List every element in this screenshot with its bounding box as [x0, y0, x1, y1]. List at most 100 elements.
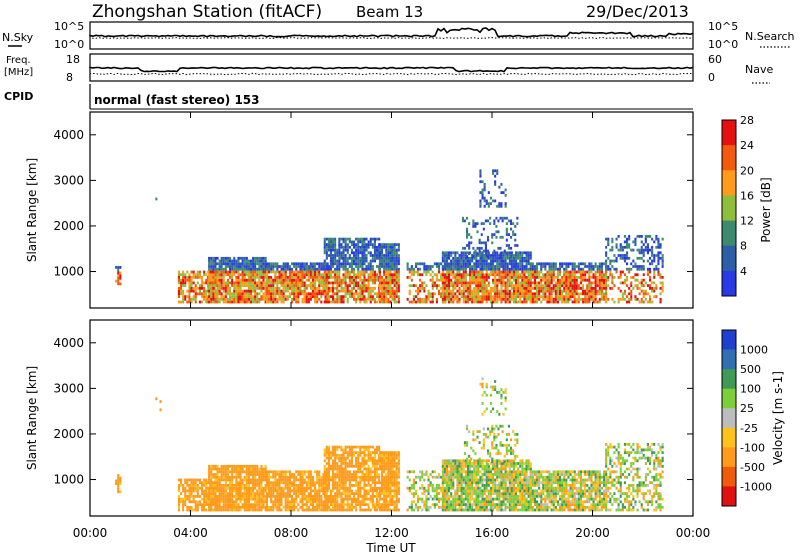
echo-cell: [226, 292, 229, 296]
echo-cell: [338, 251, 341, 255]
echo-cell: [498, 259, 501, 263]
echo-cell: [231, 500, 234, 504]
echo-cell: [274, 475, 277, 479]
echo-cell: [299, 470, 302, 474]
echo-cell: [460, 262, 463, 266]
echo-cell: [198, 300, 201, 304]
echo-cell: [252, 481, 255, 485]
colorbar-tick-label: 16: [740, 189, 754, 202]
echo-cell: [556, 287, 559, 290]
echo-cell: [250, 505, 253, 509]
echo-cell: [456, 251, 459, 255]
echo-cell: [208, 495, 211, 498]
echo-cell: [442, 295, 445, 298]
echo-cell: [282, 492, 285, 495]
echo-cell: [519, 284, 522, 287]
echo-cell: [336, 295, 339, 298]
echo-cell: [222, 278, 225, 282]
echo-cell: [371, 462, 374, 465]
echo-cell: [196, 292, 199, 296]
echo-cell: [235, 492, 238, 495]
echo-cell: [264, 292, 267, 296]
echo-cell: [184, 276, 187, 279]
echo-cell: [282, 295, 285, 298]
echo-cell: [324, 500, 327, 504]
echo-cell: [510, 281, 513, 285]
echo-cell: [621, 297, 624, 301]
echo-cell: [203, 503, 206, 506]
echo-cell: [260, 475, 263, 479]
echo-cell: [646, 248, 649, 252]
echo-cell: [423, 300, 426, 304]
echo-cell: [498, 276, 501, 279]
echo-cell: [278, 478, 281, 482]
echo-cell: [489, 300, 492, 304]
echo-cell: [533, 270, 536, 274]
echo-cell: [318, 470, 321, 474]
echo-cell: [262, 297, 265, 301]
echo-cell: [218, 495, 221, 498]
echo-cell: [481, 259, 484, 263]
echo-cell: [365, 478, 368, 482]
echo-cell: [340, 284, 343, 287]
echo-cell: [363, 492, 366, 495]
echo-cell: [512, 262, 515, 266]
echo-cell: [327, 459, 330, 463]
echo-cell: [419, 284, 422, 287]
echo-cell: [334, 270, 337, 274]
echo-cell: [363, 281, 366, 285]
echo-cell: [284, 475, 287, 479]
echo-cell: [456, 262, 459, 266]
echo-cell: [297, 281, 300, 285]
echo-cell: [594, 297, 597, 301]
echo-cell: [584, 273, 587, 277]
echo-cell: [220, 259, 223, 263]
echo-cell: [514, 244, 517, 247]
echo-cell: [642, 292, 645, 296]
echo-cell: [489, 216, 492, 220]
echo-cell: [489, 256, 492, 260]
echo-cell: [348, 473, 351, 476]
echo-cell: [361, 267, 364, 271]
echo-cell: [115, 266, 118, 269]
echo-cell: [214, 508, 217, 512]
echo-cell: [464, 251, 467, 255]
echo-cell: [340, 237, 343, 241]
echo-cell: [254, 492, 257, 495]
echo-cell: [334, 245, 337, 249]
echo-cell: [481, 281, 484, 285]
echo-cell: [577, 267, 580, 271]
echo-cell: [318, 497, 321, 501]
echo-cell: [369, 287, 372, 290]
echo-cell: [243, 505, 246, 509]
freq-left-tick-bottom: 8: [66, 71, 73, 84]
echo-cell: [327, 245, 330, 249]
echo-cell: [383, 259, 386, 263]
echo-cell: [216, 287, 219, 290]
echo-cell: [231, 484, 234, 487]
echo-cell: [254, 273, 257, 277]
echo-cell: [481, 287, 484, 290]
echo-cell: [487, 262, 490, 266]
echo-cell: [201, 287, 204, 290]
echo-cell: [371, 489, 374, 493]
echo-cell: [357, 297, 360, 301]
echo-cell: [355, 489, 358, 493]
echo-cell: [365, 495, 368, 498]
echo-cell: [336, 289, 339, 293]
echo-cell: [508, 284, 511, 287]
echo-cell: [254, 262, 257, 266]
echo-cell: [452, 265, 455, 268]
echo-cell: [381, 243, 384, 246]
echo-cell: [529, 256, 532, 260]
echo-cell: [355, 281, 358, 285]
echo-cell: [243, 259, 246, 263]
echo-cell: [180, 292, 183, 296]
echo-cell: [188, 276, 191, 279]
echo-cell: [473, 295, 476, 298]
echo-cell: [454, 295, 457, 298]
echo-cell: [268, 297, 271, 301]
echo-cell: [460, 251, 463, 255]
echo-cell: [226, 470, 229, 474]
echo-cell: [429, 300, 432, 304]
